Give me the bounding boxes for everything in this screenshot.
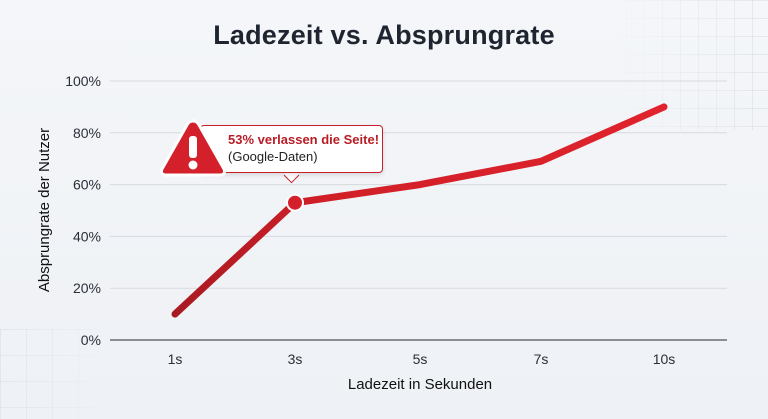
x-tick-label: 5s xyxy=(413,351,428,367)
y-tick-label: 40% xyxy=(73,228,101,244)
x-axis-ticks: 1s 3s 5s 7s 10s xyxy=(168,351,676,367)
x-axis-title: Ladezeit in Sekunden xyxy=(348,376,492,393)
callout-headline: 53% verlassen die Seite! xyxy=(228,132,380,147)
y-tick-label: 20% xyxy=(73,280,101,296)
x-tick-label: 10s xyxy=(653,351,676,367)
y-tick-label: 100% xyxy=(65,73,101,89)
background-grid-decoration-bottom xyxy=(0,329,110,419)
y-axis-ticks: 0% 20% 40% 60% 80% 100% xyxy=(65,73,101,348)
y-tick-label: 80% xyxy=(73,125,101,141)
annotation-callout: 53% verlassen die Seite! (Google-Daten) xyxy=(200,125,383,173)
callout-subtext: (Google-Daten) xyxy=(228,149,318,164)
x-tick-label: 1s xyxy=(168,351,183,367)
x-tick-label: 7s xyxy=(534,351,549,367)
y-tick-label: 60% xyxy=(73,177,101,193)
y-axis-title: Absprungrate der Nutzer xyxy=(36,128,53,292)
x-tick-label: 3s xyxy=(288,351,303,367)
highlight-marker xyxy=(288,195,302,210)
data-series xyxy=(171,103,668,318)
background-grid-decoration xyxy=(608,0,768,130)
warning-triangle-icon xyxy=(159,119,227,177)
series-line xyxy=(171,103,668,318)
gridlines xyxy=(110,80,727,289)
chart-title: Ladezeit vs. Absprungrate xyxy=(213,20,555,50)
y-tick-label: 0% xyxy=(81,332,101,348)
